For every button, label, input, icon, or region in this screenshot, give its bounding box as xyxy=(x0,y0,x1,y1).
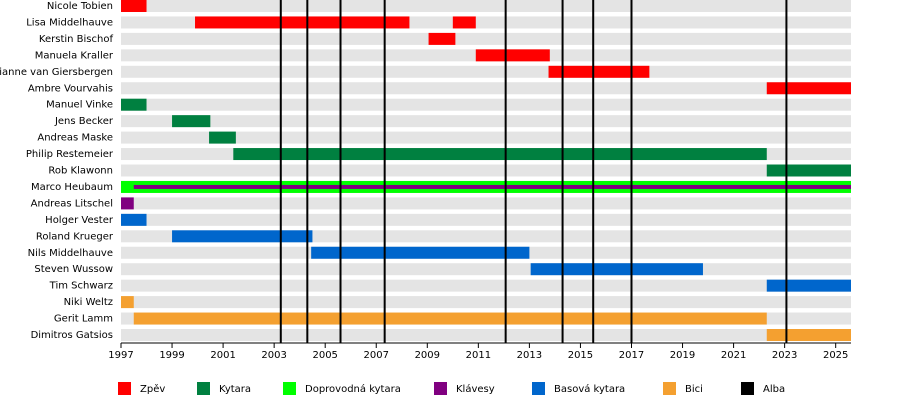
legend-swatch xyxy=(434,382,447,395)
legend-label: Zpěv xyxy=(140,383,165,395)
legend-label: Alba xyxy=(763,384,785,395)
period-bar xyxy=(121,213,147,226)
x-tick-label: 2015 xyxy=(568,350,593,361)
period-bar xyxy=(530,263,703,276)
row-band xyxy=(121,131,851,144)
row-band xyxy=(121,98,851,111)
row-band xyxy=(121,164,851,177)
x-tick-label: 2019 xyxy=(670,350,695,361)
x-tick-label: 2013 xyxy=(517,350,542,361)
x-tick-label: 2025 xyxy=(823,350,848,361)
period-bar xyxy=(311,246,530,259)
member-name: Dimitros Gatsios xyxy=(31,330,113,341)
period-bar xyxy=(121,197,134,210)
legend-swatch xyxy=(532,382,545,395)
period-bar xyxy=(548,65,650,78)
period-bar xyxy=(172,115,211,128)
period-bar xyxy=(766,329,851,341)
period-bar xyxy=(195,16,410,29)
row-band xyxy=(121,0,851,12)
legend-label: Basová kytara xyxy=(554,383,625,395)
row-band xyxy=(121,329,851,341)
legend-swatch xyxy=(741,382,754,395)
period-bar xyxy=(133,184,852,189)
member-name: Kerstin Bischof xyxy=(39,34,114,45)
period-bar xyxy=(766,279,851,292)
period-bar xyxy=(172,230,313,243)
row-band xyxy=(121,296,851,309)
period-bar xyxy=(475,49,550,62)
member-name: Andreas Maske xyxy=(37,133,113,144)
period-bar xyxy=(209,131,236,144)
member-name: Ambre Vourvahis xyxy=(28,83,113,94)
period-bar xyxy=(121,296,134,309)
row-band xyxy=(121,279,851,292)
x-tick-label: 2007 xyxy=(364,350,389,361)
period-bar xyxy=(428,32,456,45)
x-tick-label: 2009 xyxy=(415,350,440,361)
x-tick-label: 1997 xyxy=(108,350,133,361)
member-name: Nicole Tobien xyxy=(47,1,113,12)
x-tick-label: 2005 xyxy=(312,350,337,361)
member-name: Marco Heubaum xyxy=(31,182,113,193)
x-tick-label: 2001 xyxy=(210,350,235,361)
period-bar xyxy=(766,82,851,95)
legend-label: Klávesy xyxy=(456,383,495,395)
x-tick-label: 1999 xyxy=(159,350,184,361)
member-name: Jens Becker xyxy=(54,116,114,127)
legend-swatch xyxy=(283,382,296,395)
row-band xyxy=(121,115,851,128)
legend-swatch xyxy=(118,382,131,395)
member-name: Holger Vester xyxy=(45,215,114,226)
row-band xyxy=(121,213,851,226)
period-bar xyxy=(452,16,476,29)
member-name: Manuela Kraller xyxy=(35,50,114,61)
legend-label: Doprovodná kytara xyxy=(305,383,401,395)
member-name: Steven Wussow xyxy=(34,264,113,275)
period-bar xyxy=(121,98,147,111)
row-band xyxy=(121,197,851,210)
period-bar xyxy=(133,312,767,325)
period-bar xyxy=(766,164,851,177)
x-tick-label: 2023 xyxy=(772,350,797,361)
x-tick-label: 2003 xyxy=(261,350,286,361)
x-tick-label: 2017 xyxy=(619,350,644,361)
period-bar xyxy=(121,0,147,12)
row-band xyxy=(121,82,851,95)
member-name: Niki Weltz xyxy=(64,297,113,308)
period-bar xyxy=(233,148,767,161)
legend-swatch xyxy=(197,382,210,395)
x-tick-label: 2011 xyxy=(466,350,491,361)
legend-label: Kytara xyxy=(219,384,251,395)
member-name: Roland Krueger xyxy=(36,231,114,242)
member-name: Gerit Lamm xyxy=(54,314,113,325)
member-name: Tim Schwarz xyxy=(49,281,113,292)
row-band xyxy=(121,32,851,45)
member-name: Rob Klawonn xyxy=(48,166,113,177)
x-tick-label: 2021 xyxy=(721,350,746,361)
member-name: Lisa Middelhauve xyxy=(26,17,113,28)
member-name: Manuel Vinke xyxy=(46,100,113,111)
member-name: Nils Middelhauve xyxy=(28,248,113,259)
member-name: Philip Restemeier xyxy=(26,149,114,160)
row-band xyxy=(121,65,851,78)
member-name: Dianne van Giersbergen xyxy=(0,67,113,78)
legend-label: Bici xyxy=(685,384,703,395)
legend-swatch xyxy=(663,382,676,395)
member-name: Andreas Litschel xyxy=(31,198,113,209)
row-band xyxy=(121,263,851,276)
